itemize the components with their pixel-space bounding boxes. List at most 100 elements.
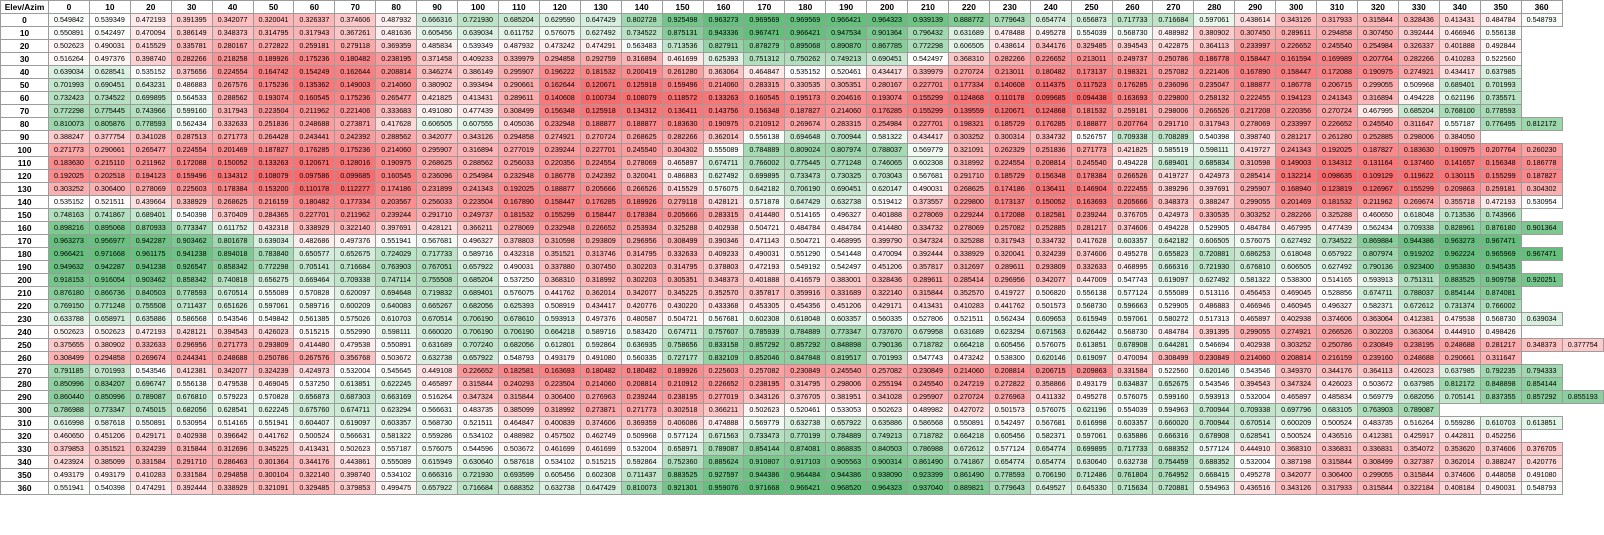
table-cell: 0.566631 (416, 403, 459, 417)
table-cell: 0.700944 (825, 130, 868, 144)
table-cell: 0.314795 (620, 247, 663, 261)
table-cell: 0.336831 (1316, 442, 1358, 456)
table-cell: 0.604407 (293, 416, 336, 430)
table-cell: 0.493179 (538, 351, 581, 365)
table-cell: 0.124868 (947, 91, 990, 105)
table-cell: 0.568730 (416, 416, 459, 430)
table-cell: 0.549192 (784, 260, 827, 274)
table-cell: 0.118572 (661, 91, 704, 105)
table-cell: 0.832109 (702, 351, 745, 365)
table-cell: 0.716684 (334, 260, 377, 274)
table-cell: 0.947534 (825, 26, 868, 40)
table-cell: 0.678610 (497, 312, 540, 326)
column-header: 150 (661, 0, 704, 14)
table-cell: 0.097586 (293, 169, 336, 183)
table-cell: 0.597061 (1070, 429, 1113, 443)
table-cell: 0.685834 (1193, 156, 1236, 170)
table-cell: 0.655823 (1152, 247, 1195, 261)
table-cell: 0.802728 (620, 13, 663, 27)
column-header: 140 (620, 0, 663, 14)
table-cell: 0.189926 (252, 52, 295, 66)
table-cell: 0.721930 (457, 468, 499, 482)
table-cell: 0.155299 (1397, 182, 1440, 196)
table-cell: 0.174186 (375, 182, 418, 196)
table-cell: 0.207764 (1111, 117, 1154, 131)
table-cell: 0.953830 (1438, 260, 1481, 274)
table-cell: 0.421825 (1111, 143, 1154, 157)
table-cell: 0.288562 (375, 130, 418, 144)
table-cell: 0.279118 (334, 39, 377, 53)
table-cell: 0.492844 (1479, 39, 1522, 53)
table-cell: 0.419727 (1234, 143, 1277, 157)
table-row: 10 0.550891 0.542497 0.470094 0.386149 0.3483… (0, 26, 1604, 40)
row-header: 300 (0, 403, 49, 417)
table-cell: 0.410283 (947, 299, 990, 313)
table-cell: 0.245540 (825, 364, 868, 378)
table-cell: 0.700944 (1193, 416, 1236, 430)
table-cell: 0.752360 (661, 455, 704, 469)
table-cell: 0.654774 (1029, 13, 1072, 27)
table-cell: 0.387198 (1275, 455, 1318, 469)
table-cell: 0.688352 (497, 481, 540, 495)
table-cell: 0.201469 (1275, 195, 1318, 209)
table-cell: 0.491080 (416, 104, 459, 118)
table-cell: 0.850996 (48, 377, 90, 391)
table-cell: 0.348373 (702, 273, 745, 287)
column-header: 90 (416, 0, 459, 14)
table-cell: 0.216159 (252, 195, 295, 209)
table-cell: 0.187827 (784, 104, 827, 118)
table-cell: 0.679958 (907, 325, 949, 339)
table-cell: 0.701993 (88, 364, 131, 378)
table-cell: 0.964323 (866, 13, 909, 27)
table-cell: 0.788037 (866, 143, 909, 157)
table-cell: 0.521511 (457, 416, 499, 430)
table-cell: 0.374606 (1316, 312, 1358, 326)
table-cell: 0.392444 (907, 247, 949, 261)
table-cell: 0.576075 (1111, 390, 1154, 404)
table-cell: 0.180482 (293, 195, 336, 209)
table-cell: 0.678908 (1193, 429, 1236, 443)
row-header: 270 (0, 364, 49, 378)
table-cell: 0.635886 (129, 312, 172, 326)
table-cell: 0.666316 (1152, 429, 1195, 443)
table-cell: 0.312696 (211, 442, 254, 456)
table-cell: 0.317943 (211, 104, 254, 118)
table-cell: 0.693599 (497, 468, 540, 482)
row-header: 230 (0, 312, 49, 326)
table-cell: 0.315844 (497, 390, 540, 404)
table-cell: 0.556138 (1479, 26, 1522, 40)
table-cell: 0.134312 (620, 104, 663, 118)
table-cell: 0.755508 (129, 299, 172, 313)
table-cell: 0.217208 (1234, 104, 1277, 118)
row-header: 330 (0, 442, 49, 456)
table-cell: 0.556138 (743, 130, 786, 144)
table-cell: 0.619097 (1152, 273, 1195, 287)
table-cell: 0.141657 (1438, 156, 1481, 170)
table-cell: 0.180482 (620, 364, 663, 378)
table-cell: 0.945435 (1479, 260, 1522, 274)
row-header: 290 (0, 390, 49, 404)
table-cell: 0.357817 (907, 260, 949, 274)
table-row: 30 0.516264 0.497376 0.398740 0.282266 0.2182… (0, 52, 1604, 66)
table-cell: 0.833158 (702, 338, 745, 352)
table-cell: 0.428121 (416, 221, 459, 235)
table-cell: 0.120671 (579, 78, 622, 92)
table-cell: 0.751312 (743, 52, 786, 66)
table-cell: 0.494228 (1152, 221, 1195, 235)
table-cell: 0.108079 (252, 169, 295, 183)
table-cell: 0.639034 (457, 26, 499, 40)
table-cell: 0.187827 (252, 143, 295, 157)
table-cell: 0.717733 (416, 247, 459, 261)
table-cell: 0.175236 (293, 52, 336, 66)
table-row: 300 0.786988 0.773347 0.745015 0.682056 0.628… (0, 403, 1604, 417)
table-cell: 0.472193 (1479, 195, 1522, 209)
table-cell: 0.331689 (825, 286, 868, 300)
table-row: 80 0.810073 0.805876 0.778593 0.562434 0.3326… (0, 117, 1604, 131)
table-cell: 0.417628 (1070, 234, 1113, 248)
table-cell: 0.348373 (1520, 338, 1563, 352)
table-cell: 0.750262 (784, 52, 827, 66)
table-cell: 0.310598 (538, 234, 581, 248)
table-cell: 0.534102 (375, 468, 418, 482)
table-cell: 0.190975 (702, 117, 745, 131)
table-cell: 0.741867 (947, 455, 990, 469)
